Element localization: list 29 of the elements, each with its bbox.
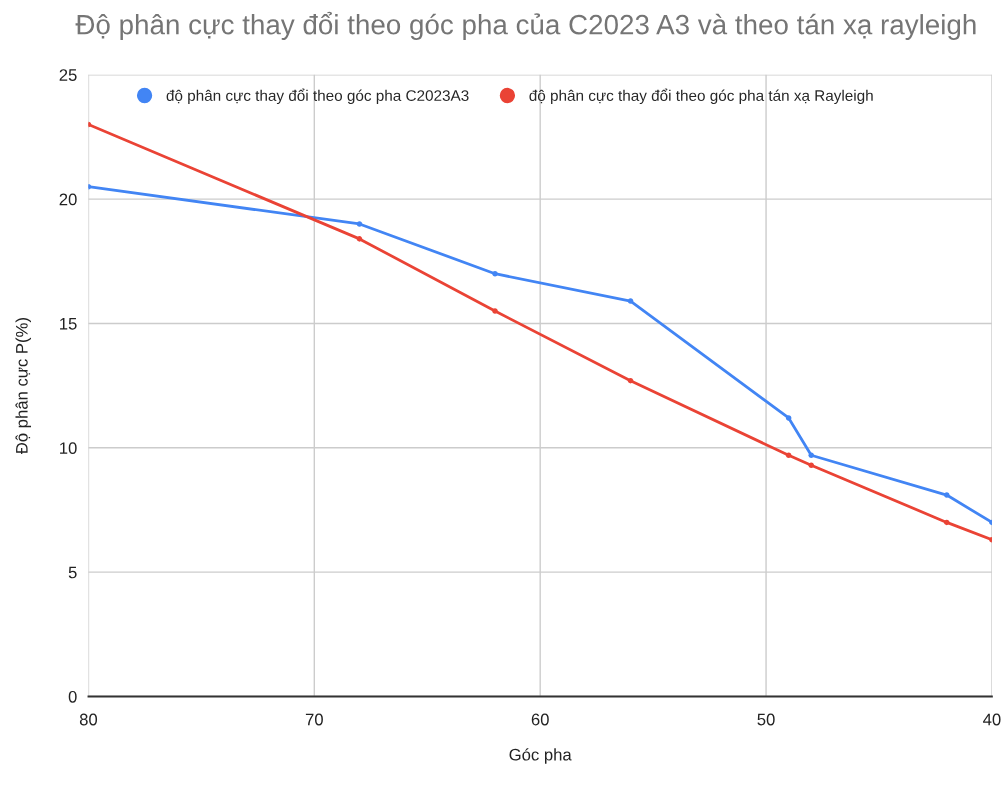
- point: [492, 308, 498, 314]
- point: [492, 270, 498, 277]
- line-series: [88, 121, 992, 543]
- chart-title: Độ phân cực thay đổi theo góc pha của C2023 A3 và theo tán xạ rayleigh: [75, 11, 976, 40]
- point: [785, 415, 792, 421]
- point: [808, 462, 815, 468]
- legend-label: độ phân cực thay đổi theo góc pha C2023A3: [166, 88, 469, 105]
- y-tick-label: 20: [59, 193, 77, 206]
- y-tick-label: 0: [68, 690, 77, 703]
- x-tick-label: 60: [531, 713, 549, 726]
- point: [356, 236, 363, 242]
- x-tick-label: 80: [79, 713, 98, 726]
- y-tick-label: 10: [60, 442, 77, 455]
- point: [627, 298, 634, 304]
- point: [808, 452, 815, 459]
- point: [356, 221, 363, 227]
- y-tick-label: 15: [60, 318, 77, 330]
- y-tick-label: 5: [68, 566, 77, 579]
- x-tick-label: 70: [305, 713, 323, 726]
- y-axis-title: Độ phân cực P(%): [15, 318, 32, 455]
- x-tick-label: 50: [757, 713, 775, 726]
- point: [943, 492, 950, 498]
- x-tick-label: 40: [983, 713, 1001, 726]
- y-tick-label: 25: [59, 69, 77, 81]
- legend-label: độ phân cực thay đổi theo góc pha tán xạ Rayleigh: [529, 88, 873, 105]
- x-axis-title: Góc pha: [509, 748, 572, 764]
- point: [943, 519, 950, 526]
- point: [785, 452, 792, 459]
- point: [627, 377, 634, 384]
